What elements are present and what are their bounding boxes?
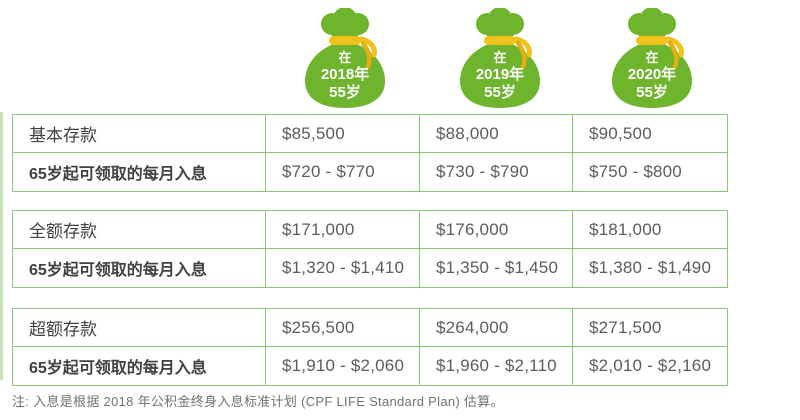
money-bag-2018: 在 2018年 55岁 — [295, 8, 395, 112]
value-cell: $85,500 — [266, 115, 420, 153]
row-label: 65岁起可领取的每月入息 — [13, 249, 266, 287]
bag-label-2018: 在 2018年 55岁 — [295, 50, 395, 102]
bag-label-line: 55岁 — [636, 84, 668, 101]
bag-label-line: 在 — [645, 50, 659, 65]
bag-tie-band — [636, 36, 668, 45]
bag-label-2019: 在 2019年 55岁 — [450, 50, 550, 102]
money-bag-icon — [305, 8, 385, 108]
value-cell: $750 - $800 — [589, 162, 682, 181]
row-label: 基本存款 — [13, 115, 266, 153]
table-row: 全额存款 $171,000 $176,000 $181,000 — [13, 211, 727, 249]
bag-label-line: 在 — [338, 50, 352, 65]
bag-label-line: 2019年 — [475, 66, 525, 83]
bag-label-line: 2020年 — [627, 66, 677, 83]
bag-ribbon-tail — [360, 40, 372, 70]
money-bag-2020: 在 2020年 55岁 — [602, 8, 702, 112]
table-row: 基本存款 $85,500 $88,000 $90,500 — [13, 115, 727, 153]
money-bag-icon — [612, 8, 692, 108]
bag-ribbon-tail — [667, 40, 679, 70]
value-cell: $720 - $770 — [266, 153, 420, 191]
left-edge-accent — [0, 112, 3, 380]
value-cell: $1,380 - $1,490 — [589, 258, 712, 277]
value-cell: $171,000 — [266, 211, 420, 249]
bag-ribbon-loop — [513, 36, 532, 58]
table-row: 65岁起可领取的每月入息 $1,910 - $2,060 $1,960 - $2… — [13, 347, 727, 385]
full-sum-table: 全额存款 $171,000 $176,000 $181,000 65岁起可领取的… — [12, 210, 728, 288]
value-cell: $181,000 — [573, 211, 727, 249]
value-cell: $264,000 — [420, 309, 573, 347]
value-cell: $1,320 - $1,410 — [266, 249, 420, 287]
table-row: 65岁起可领取的每月入息 $720 - $770 $730 - $790 $75… — [13, 153, 727, 191]
bag-label-line: 55岁 — [484, 84, 516, 101]
row-label: 超额存款 — [13, 309, 266, 347]
value-cell: $1,960 - $2,110 — [420, 347, 573, 385]
bag-label-line: 在 — [493, 50, 507, 65]
table-row: 超额存款 $256,500 $264,000 $271,500 — [13, 309, 727, 347]
row-label: 65岁起可领取的每月入息 — [13, 347, 266, 385]
value-cell: $256,500 — [266, 309, 420, 347]
bag-label-2020: 在 2020年 55岁 — [602, 50, 702, 102]
bag-ribbon-tail — [515, 40, 527, 70]
value-cell: $1,910 - $2,060 — [266, 347, 420, 385]
value-cell: $90,500 — [573, 115, 727, 153]
enhanced-sum-table: 超额存款 $256,500 $264,000 $271,500 65岁起可领取的… — [12, 308, 728, 386]
value-cell: $176,000 — [420, 211, 573, 249]
basic-sum-table: 基本存款 $85,500 $88,000 $90,500 65岁起可领取的每月入… — [12, 114, 728, 192]
value-cell: $2,010 - $2,160 — [589, 356, 712, 375]
row-label: 全额存款 — [13, 211, 266, 249]
value-cell: $730 - $790 — [420, 153, 573, 191]
row-label: 65岁起可领取的每月入息 — [13, 153, 266, 191]
value-cell: $1,350 - $1,450 — [420, 249, 573, 287]
bag-tie-band — [329, 36, 361, 45]
bag-ribbon-loop — [358, 36, 377, 58]
money-bag-icon — [460, 8, 540, 108]
money-bag-2019: 在 2019年 55岁 — [450, 8, 550, 112]
footnote: 注: 入息是根据 2018 年公积金终身入息标准计划 (CPF LIFE Sta… — [12, 394, 504, 409]
bag-label-line: 2018年 — [320, 66, 370, 83]
value-cell: $88,000 — [420, 115, 573, 153]
value-cell: $271,500 — [573, 309, 727, 347]
bag-tie-band — [484, 36, 516, 45]
bag-ribbon-loop — [665, 36, 684, 58]
table-row: 65岁起可领取的每月入息 $1,320 - $1,410 $1,350 - $1… — [13, 249, 727, 287]
bag-label-line: 55岁 — [329, 84, 361, 101]
